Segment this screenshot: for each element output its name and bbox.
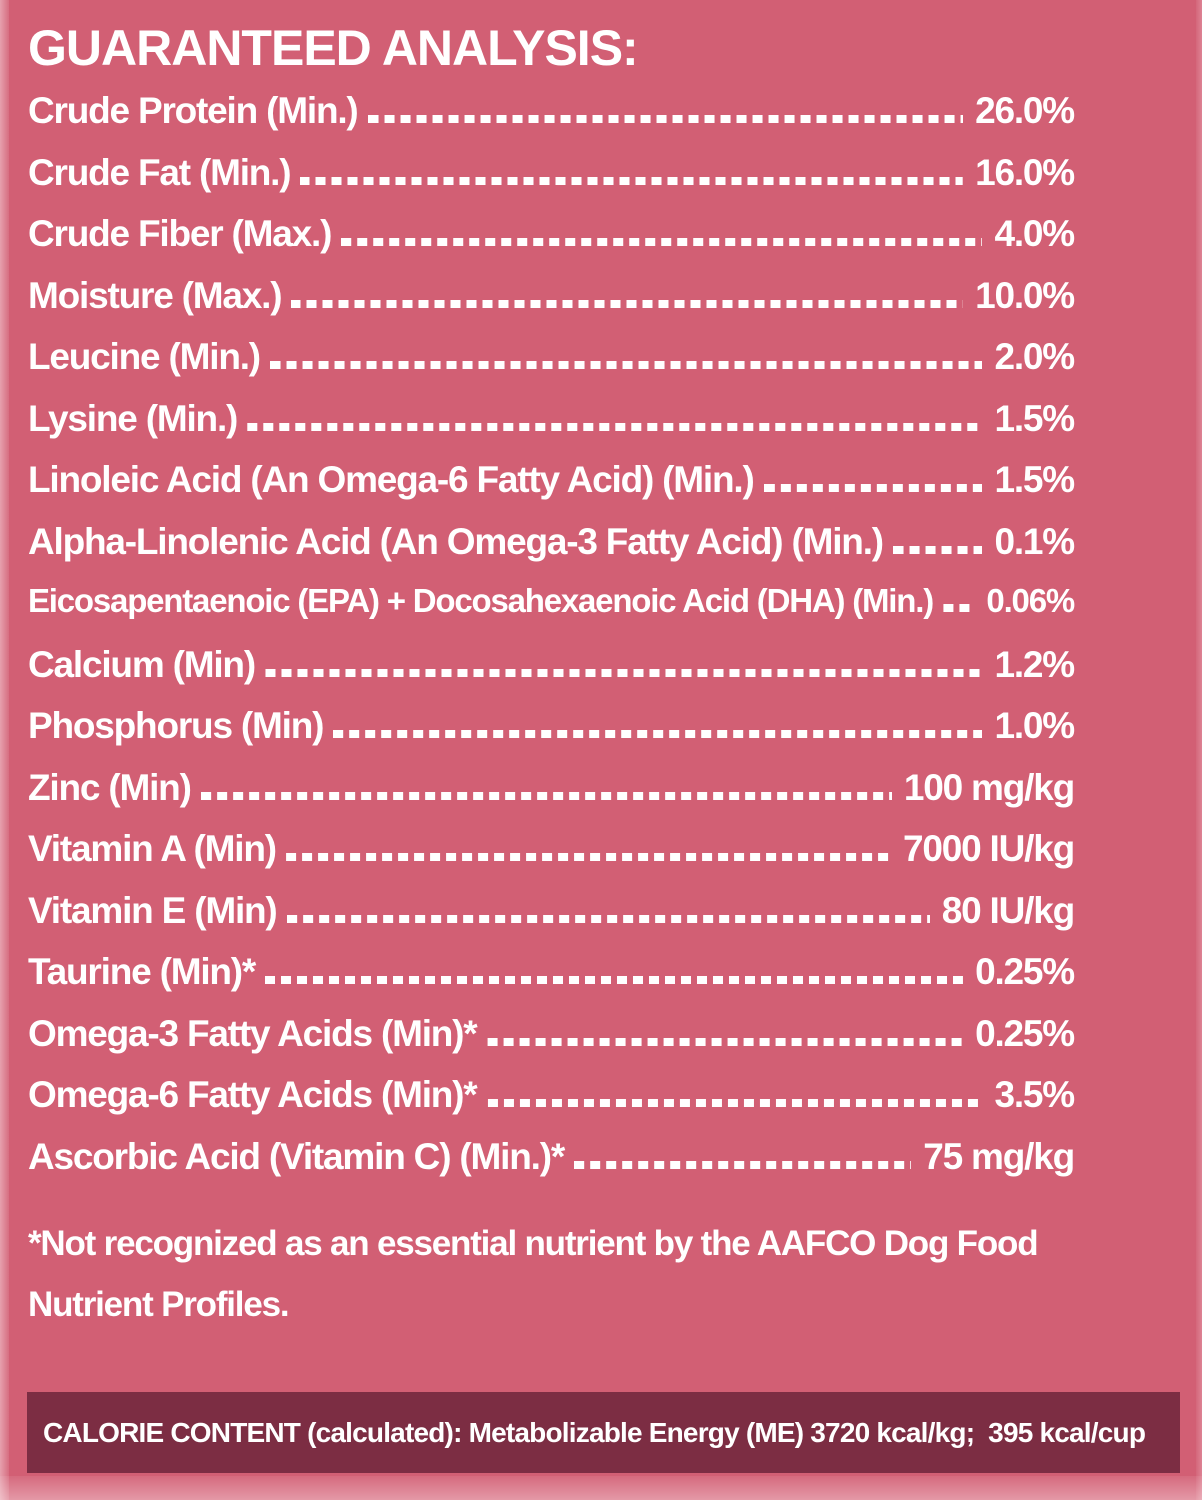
nutrient-value: 1.5% — [994, 459, 1075, 500]
dot-leader — [286, 914, 930, 923]
analysis-row: Alpha-Linolenic Acid (An Omega-3 Fatty A… — [28, 520, 1075, 583]
nutrient-value: 0.25% — [975, 951, 1075, 992]
aafco-footnote: *Not recognized as an essential nutrient… — [28, 1213, 1074, 1335]
dot-leader — [264, 668, 983, 677]
analysis-content: GUARANTEED ANALYSIS: Crude Protein (Min.… — [28, 20, 1075, 1335]
dot-leader — [892, 545, 983, 554]
nutrient-value: 3.5% — [994, 1074, 1075, 1115]
analysis-row: Crude Fat (Min.) 16.0% — [28, 151, 1075, 214]
analysis-row: Eicosapentaenoic (EPA) + Docosahexaenoic… — [28, 582, 1075, 644]
analysis-rows: Crude Protein (Min.) 26.0% Crude Fat (Mi… — [28, 90, 1075, 1198]
dot-leader — [300, 176, 964, 185]
nutrient-value: 16.0% — [975, 151, 1075, 193]
dot-leader — [291, 299, 964, 308]
nutrient-label: Phosphorus (Min) — [28, 705, 324, 746]
nutrient-value: 4.0% — [994, 213, 1075, 254]
dot-leader — [341, 238, 983, 246]
nutrient-label: Omega-3 Fatty Acids (Min)* — [28, 1012, 478, 1054]
nutrient-label: Vitamin A (Min) — [28, 828, 277, 869]
dot-leader — [763, 484, 983, 492]
nutrient-label: Lysine (Min.) — [28, 397, 238, 439]
dot-leader — [247, 422, 983, 431]
analysis-row: Crude Protein (Min.) 26.0% — [28, 90, 1075, 152]
nutrient-label: Moisture (Max.) — [28, 274, 283, 316]
nutrient-value: 2.0% — [994, 336, 1075, 377]
analysis-row: Moisture (Max.) 10.0% — [28, 274, 1075, 337]
nutrient-value: 1.0% — [994, 705, 1075, 746]
nutrient-value: 0.1% — [994, 520, 1075, 562]
analysis-row: Taurine (Min)* 0.25% — [28, 951, 1075, 1013]
nutrient-label: Crude Protein (Min.) — [28, 90, 359, 131]
analysis-row: Lysine (Min.) 1.5% — [28, 397, 1075, 460]
nutrient-label: Vitamin E (Min) — [28, 889, 278, 931]
package-edge-highlight-right — [1196, 0, 1202, 1500]
nutrient-label: Eicosapentaenoic (EPA) + Docosahexaenoic… — [28, 582, 934, 619]
nutrient-label: Linoleic Acid (An Omega-6 Fatty Acid) (M… — [28, 459, 755, 500]
nutrient-value: 1.2% — [994, 643, 1075, 685]
analysis-row: Crude Fiber (Max.) 4.0% — [28, 213, 1075, 275]
dot-leader — [333, 730, 983, 738]
nutrient-value: 0.06% — [986, 582, 1075, 619]
nutrient-value: 0.25% — [975, 1012, 1075, 1054]
calorie-content-bar: CALORIE CONTENT (calculated): Metaboliza… — [27, 1392, 1180, 1473]
nutrient-value: 1.5% — [994, 397, 1075, 439]
dot-leader — [285, 853, 891, 861]
analysis-row: Leucine (Min.) 2.0% — [28, 336, 1075, 398]
dot-leader — [200, 791, 892, 800]
dot-leader — [367, 115, 964, 123]
analysis-row: Vitamin E (Min) 80 IU/kg — [28, 889, 1075, 952]
nutrient-label: Alpha-Linolenic Acid (An Omega-3 Fatty A… — [28, 520, 884, 562]
nutrient-label: Omega-6 Fatty Acids (Min)* — [28, 1074, 478, 1115]
nutrient-value: 10.0% — [975, 274, 1075, 316]
package-edge-highlight-left — [0, 0, 9, 1500]
nutrient-value: 7000 IU/kg — [902, 828, 1075, 869]
analysis-row: Linoleic Acid (An Omega-6 Fatty Acid) (M… — [28, 459, 1075, 521]
analysis-row: Omega-6 Fatty Acids (Min)* 3.5% — [28, 1074, 1075, 1136]
nutrient-value: 80 IU/kg — [941, 889, 1075, 931]
section-title: GUARANTEED ANALYSIS: — [28, 20, 639, 76]
nutrient-label: Crude Fiber (Max.) — [28, 213, 332, 254]
footnote-line-2: Nutrient Profiles. — [28, 1285, 290, 1324]
nutrient-value: 26.0% — [975, 90, 1075, 131]
dot-leader — [265, 976, 964, 984]
dot-leader — [943, 604, 975, 612]
nutrient-value: 100 mg/kg — [903, 766, 1075, 808]
analysis-row: Zinc (Min) 100 mg/kg — [28, 766, 1075, 829]
analysis-row: Omega-3 Fatty Acids (Min)* 0.25% — [28, 1012, 1075, 1075]
footnote-line-1: *Not recognized as an essential nutrient… — [28, 1224, 1039, 1263]
nutrient-label: Taurine (Min)* — [28, 951, 256, 992]
calorie-content-text: CALORIE CONTENT (calculated): Metaboliza… — [43, 1416, 1146, 1448]
nutrient-value: 75 mg/kg — [923, 1135, 1075, 1177]
dot-leader — [574, 1160, 912, 1169]
analysis-row: Phosphorus (Min) 1.0% — [28, 705, 1075, 767]
dot-leader — [269, 361, 983, 369]
nutrient-label: Crude Fat (Min.) — [28, 151, 292, 193]
dot-leader — [486, 1037, 964, 1046]
analysis-row: Calcium (Min) 1.2% — [28, 643, 1075, 706]
nutrient-label: Leucine (Min.) — [28, 336, 261, 377]
analysis-row: Vitamin A (Min) 7000 IU/kg — [28, 828, 1075, 890]
package-edge-highlight-bottom — [0, 1476, 1202, 1500]
nutrient-label: Calcium (Min) — [28, 643, 256, 685]
dot-leader — [486, 1099, 983, 1107]
nutrient-label: Zinc (Min) — [28, 766, 192, 808]
analysis-row: Ascorbic Acid (Vitamin C) (Min.)* 75 mg/… — [28, 1135, 1075, 1198]
nutrient-label: Ascorbic Acid (Vitamin C) (Min.)* — [28, 1135, 565, 1177]
